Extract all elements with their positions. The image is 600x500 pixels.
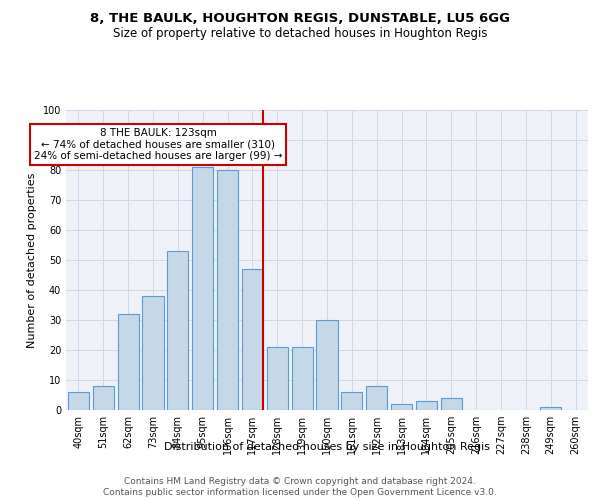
Bar	[366, 386, 387, 410]
Bar	[217, 170, 238, 410]
Text: Contains HM Land Registry data © Crown copyright and database right 2024.: Contains HM Land Registry data © Crown c…	[124, 476, 476, 486]
Bar	[540, 407, 561, 410]
Bar	[68, 392, 89, 410]
Bar	[192, 167, 213, 410]
Text: 8 THE BAULK: 123sqm
← 74% of detached houses are smaller (310)
24% of semi-detac: 8 THE BAULK: 123sqm ← 74% of detached ho…	[34, 128, 282, 161]
Bar	[242, 269, 263, 410]
Bar	[267, 347, 288, 410]
Bar	[316, 320, 338, 410]
Bar	[341, 392, 362, 410]
Bar	[292, 347, 313, 410]
Bar	[118, 314, 139, 410]
Text: Distribution of detached houses by size in Houghton Regis: Distribution of detached houses by size …	[164, 442, 490, 452]
Y-axis label: Number of detached properties: Number of detached properties	[27, 172, 37, 348]
Bar	[167, 251, 188, 410]
Text: Size of property relative to detached houses in Houghton Regis: Size of property relative to detached ho…	[113, 28, 487, 40]
Text: Contains public sector information licensed under the Open Government Licence v3: Contains public sector information licen…	[103, 488, 497, 497]
Bar	[416, 401, 437, 410]
Bar	[441, 398, 462, 410]
Text: 8, THE BAULK, HOUGHTON REGIS, DUNSTABLE, LU5 6GG: 8, THE BAULK, HOUGHTON REGIS, DUNSTABLE,…	[90, 12, 510, 26]
Bar	[142, 296, 164, 410]
Bar	[93, 386, 114, 410]
Bar	[391, 404, 412, 410]
